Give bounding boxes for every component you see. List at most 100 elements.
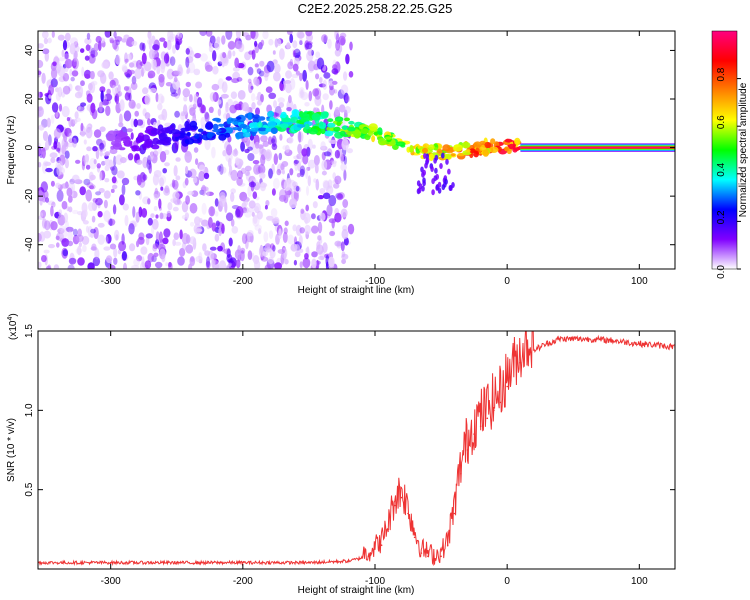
heatmap-noise-cell bbox=[193, 147, 199, 153]
heatmap-noise-cell bbox=[176, 32, 183, 40]
snr-data-point bbox=[407, 512, 409, 515]
heatmap-ridge-cell bbox=[205, 121, 213, 130]
heatmap-noise-cell bbox=[225, 31, 233, 40]
heatmap-y-ticks: -40 -20 0 20 40 bbox=[24, 44, 675, 252]
heatmap-ridge-cell bbox=[258, 116, 266, 121]
heatmap-marks bbox=[38, 31, 675, 269]
heatmap-noise-cell bbox=[60, 228, 68, 239]
heatmap-noise-cell bbox=[72, 118, 78, 125]
heatmap-noise-cell bbox=[52, 61, 57, 67]
heatmap-noise-cell bbox=[44, 51, 49, 62]
heatmap-noise-cell bbox=[230, 218, 235, 227]
heatmap-noise-cell bbox=[258, 228, 262, 235]
heatmap-noise-cell bbox=[252, 191, 258, 199]
heatmap-noise-cell bbox=[103, 246, 111, 251]
heatmap-noise-cell bbox=[283, 179, 291, 192]
heatmap-noise-cell bbox=[85, 189, 92, 202]
heatmap-noise-cell bbox=[305, 167, 309, 180]
heatmap-noise-cell bbox=[201, 184, 207, 196]
heatmap-ridge-cell bbox=[514, 137, 521, 145]
heatmap-ridge-cell bbox=[112, 143, 123, 150]
colorbar-gradient bbox=[711, 30, 738, 270]
heatmap-noise-cell bbox=[139, 42, 145, 51]
heatmap-noise-cell bbox=[166, 39, 172, 51]
heatmap-noise-cell bbox=[134, 68, 142, 80]
heatmap-noise-cell bbox=[281, 247, 288, 259]
heatmap-noise-cell bbox=[104, 165, 110, 172]
heatmap-noise-cell bbox=[41, 31, 49, 39]
heatmap-noise-cell bbox=[271, 188, 276, 196]
heatmap-tail-cell bbox=[417, 187, 422, 194]
heatmap-ridge-cell bbox=[461, 141, 471, 149]
heatmap-noise-cell bbox=[136, 255, 143, 262]
heatmap-noise-cell bbox=[315, 178, 320, 191]
heatmap-noise-cell bbox=[103, 210, 111, 223]
heatmap-noise-cell bbox=[127, 53, 132, 61]
heatmap-noise-cell bbox=[55, 147, 61, 152]
x-tick-label: -100 bbox=[365, 576, 385, 587]
heatmap-noise-cell bbox=[234, 157, 240, 166]
heatmap-noise-cell bbox=[161, 253, 166, 263]
heatmap-noise-cell bbox=[259, 172, 266, 179]
heatmap-noise-cell bbox=[254, 63, 259, 68]
heatmap-noise-cell bbox=[347, 223, 355, 235]
heatmap-noise-cell bbox=[252, 255, 260, 265]
heatmap-ridge-cell bbox=[473, 150, 479, 158]
snr-data-point bbox=[493, 409, 495, 412]
heatmap-tail-cell bbox=[430, 166, 434, 172]
heatmap-noise-cell bbox=[232, 71, 241, 80]
heatmap-noise-cell bbox=[64, 220, 70, 232]
heatmap-noise-cell bbox=[103, 199, 108, 209]
heatmap-ridge-cell bbox=[212, 117, 222, 122]
heatmap-noise-cell bbox=[334, 149, 340, 159]
heatmap-ridge-cell bbox=[443, 153, 452, 159]
heatmap-noise-cell bbox=[185, 195, 191, 205]
heatmap-noise-cell bbox=[255, 78, 260, 87]
heatmap-noise-cell bbox=[136, 103, 141, 109]
heatmap-noise-cell bbox=[288, 95, 292, 104]
heatmap-noise-cell bbox=[67, 264, 75, 269]
heatmap-tail-cell bbox=[448, 185, 453, 191]
heatmap-noise-cell bbox=[251, 102, 256, 110]
heatmap-noise-cell bbox=[227, 50, 232, 59]
heatmap-noise-cell bbox=[162, 237, 169, 245]
heatmap-noise-cell bbox=[56, 189, 64, 202]
heatmap-noise-cell bbox=[172, 206, 179, 212]
heatmap-noise-cell bbox=[51, 31, 55, 38]
heatmap-noise-cell bbox=[247, 146, 253, 151]
snr-data-point bbox=[387, 528, 390, 531]
heatmap-noise-cell bbox=[175, 40, 180, 51]
heatmap-noise-cell bbox=[38, 106, 44, 118]
heatmap-noise-cell bbox=[247, 250, 253, 260]
heatmap-noise-cell bbox=[132, 206, 136, 218]
heatmap-noise-cell bbox=[83, 178, 91, 186]
heatmap-noise-cell bbox=[265, 247, 272, 253]
heatmap-noise-cell bbox=[343, 71, 348, 81]
heatmap-noise-cell bbox=[92, 256, 101, 267]
heatmap-noise-cell bbox=[222, 56, 229, 64]
heatmap-noise-cell bbox=[216, 36, 221, 44]
x-tick-label: -100 bbox=[365, 276, 385, 287]
heatmap-noise-cell bbox=[119, 194, 125, 206]
heatmap-noise-cell bbox=[277, 97, 285, 104]
heatmap-noise-cell bbox=[158, 175, 167, 185]
heatmap-noise-cell bbox=[336, 241, 342, 249]
heatmap-noise-cell bbox=[136, 159, 143, 165]
heatmap-noise-cell bbox=[274, 106, 282, 118]
heatmap-ridge-cell bbox=[442, 144, 451, 152]
heatmap-ridge-cell bbox=[224, 127, 232, 131]
heatmap-noise-cell bbox=[262, 140, 269, 147]
heatmap-noise-cell bbox=[122, 66, 128, 73]
heatmap-noise-cell bbox=[254, 224, 262, 231]
heatmap-noise-cell bbox=[68, 132, 73, 143]
heatmap-noise-cell bbox=[68, 138, 75, 144]
heatmap-noise-cell bbox=[345, 53, 350, 65]
heatmap-noise-cell bbox=[205, 31, 213, 37]
heatmap-ridge-cell bbox=[267, 120, 277, 128]
heatmap-noise-cell bbox=[235, 40, 243, 50]
heatmap-noise-cell bbox=[157, 103, 163, 111]
heatmap-noise-cell bbox=[38, 261, 42, 269]
heatmap-ridge-cell bbox=[230, 118, 238, 122]
heatmap-noise-cell bbox=[206, 256, 210, 268]
heatmap-noise-cell bbox=[164, 185, 170, 194]
